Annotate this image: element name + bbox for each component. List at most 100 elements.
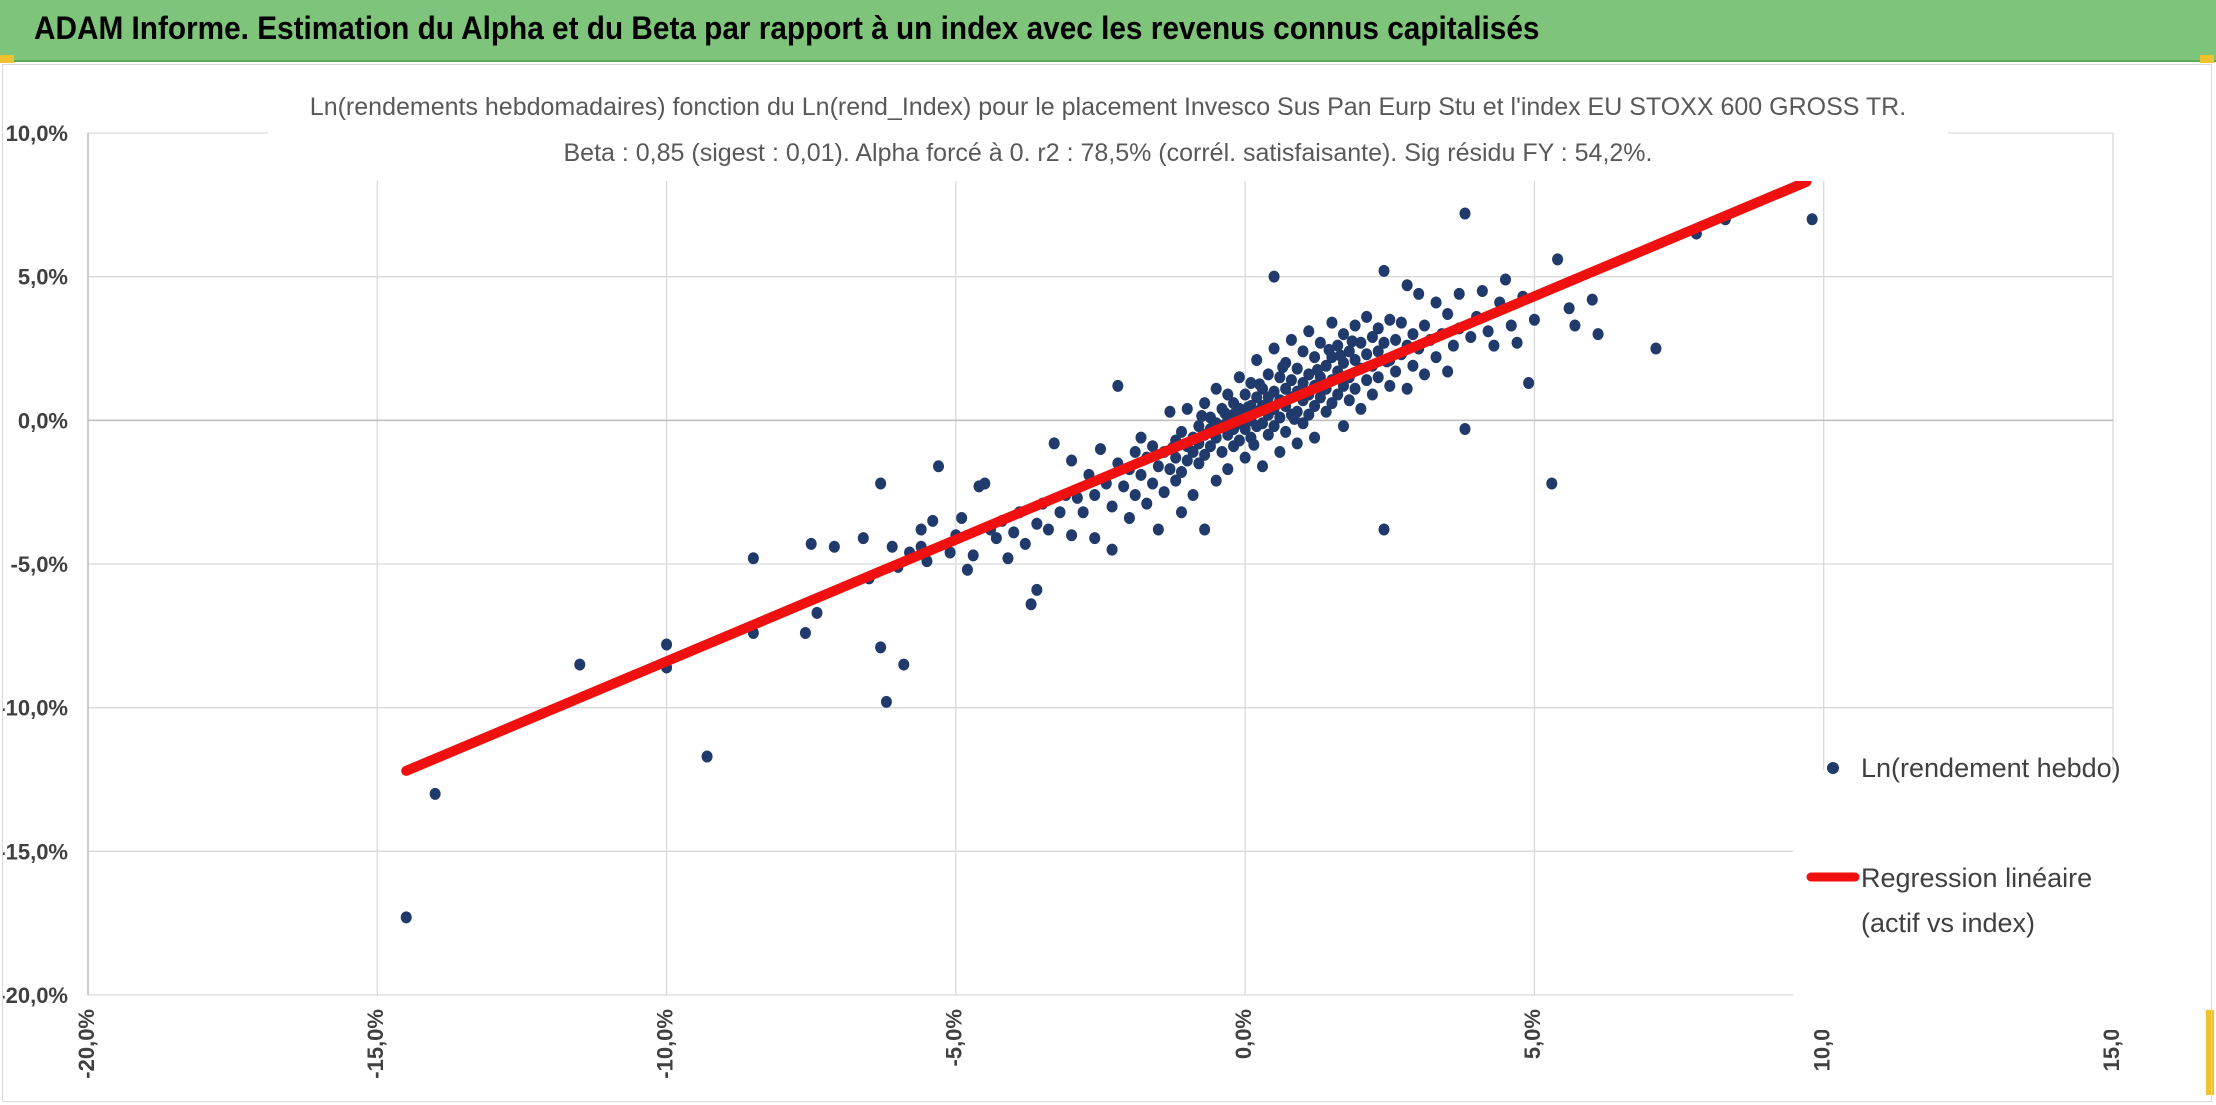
data-point bbox=[1129, 445, 1141, 458]
data-point bbox=[1430, 351, 1442, 364]
data-point bbox=[1048, 437, 1060, 450]
data-point bbox=[1268, 270, 1280, 283]
data-point bbox=[1280, 425, 1292, 438]
data-point bbox=[574, 658, 586, 671]
data-point bbox=[805, 537, 817, 550]
y-tick-label: -5,0% bbox=[11, 552, 68, 577]
legend-label-line: Regression linéaire bbox=[1861, 863, 2092, 893]
data-point bbox=[1413, 287, 1425, 300]
data-point bbox=[875, 641, 887, 654]
data-point bbox=[1135, 431, 1147, 444]
legend-label-scatter: Ln(rendement hebdo) bbox=[1861, 753, 2121, 783]
legend-marker-scatter bbox=[1827, 762, 1839, 774]
data-point bbox=[1233, 434, 1245, 447]
data-point bbox=[1089, 489, 1101, 502]
data-point bbox=[1335, 349, 1347, 362]
data-point bbox=[1372, 371, 1384, 384]
data-point bbox=[1288, 412, 1300, 425]
data-point bbox=[1442, 365, 1454, 378]
data-point bbox=[1476, 285, 1488, 298]
data-point bbox=[1355, 402, 1367, 415]
x-tick-label: 5,0% bbox=[1520, 1009, 1545, 1059]
data-point bbox=[1407, 328, 1419, 341]
data-point bbox=[1349, 353, 1361, 366]
data-point bbox=[1147, 477, 1159, 490]
y-tick-label: 0,0% bbox=[18, 408, 68, 433]
data-point bbox=[1511, 336, 1523, 349]
data-point bbox=[1245, 376, 1257, 389]
data-point bbox=[1332, 339, 1344, 352]
data-point bbox=[400, 911, 412, 924]
data-point bbox=[1248, 438, 1260, 451]
data-point bbox=[1199, 448, 1211, 461]
data-point bbox=[944, 546, 956, 559]
data-point bbox=[967, 549, 979, 562]
data-point bbox=[1152, 460, 1164, 473]
data-point bbox=[1297, 376, 1309, 389]
data-point bbox=[1303, 368, 1315, 381]
legend-backdrop bbox=[1793, 770, 2153, 1030]
data-point bbox=[1274, 371, 1286, 384]
data-point bbox=[1346, 335, 1358, 348]
x-tick-label: -15,0% bbox=[363, 1009, 388, 1079]
data-point bbox=[1419, 368, 1430, 381]
data-point bbox=[1361, 348, 1373, 361]
data-point bbox=[1806, 213, 1818, 226]
data-point bbox=[1193, 420, 1205, 433]
data-point bbox=[1303, 325, 1315, 338]
data-point bbox=[1311, 364, 1323, 377]
data-point bbox=[1181, 402, 1193, 415]
data-point bbox=[1291, 362, 1303, 375]
report-title: ADAM Informe. Estimation du Alpha et du … bbox=[34, 10, 1540, 46]
data-point bbox=[1390, 365, 1402, 378]
data-point bbox=[661, 638, 673, 651]
data-point bbox=[1384, 379, 1396, 392]
data-point bbox=[1323, 343, 1335, 356]
data-point bbox=[1332, 388, 1344, 401]
data-point bbox=[1349, 319, 1361, 332]
legend: Ln(rendement hebdo) Regression linéaire … bbox=[1793, 753, 2153, 1030]
data-point bbox=[701, 750, 713, 763]
data-point bbox=[1193, 457, 1205, 470]
chart-area: -20,0% -15,0% -10,0% -5,0% 0,0% 5,0% 10,0% 15,0… bbox=[2, 64, 2212, 1102]
data-point bbox=[1147, 440, 1159, 453]
data-point bbox=[1280, 382, 1292, 395]
data-point bbox=[1309, 431, 1321, 444]
data-point bbox=[1395, 316, 1407, 329]
data-point bbox=[1407, 359, 1419, 372]
data-point bbox=[857, 532, 869, 545]
data-point bbox=[1164, 463, 1176, 476]
data-point bbox=[1170, 451, 1182, 464]
data-point bbox=[1563, 302, 1575, 315]
data-point bbox=[1384, 313, 1396, 326]
data-point bbox=[1210, 474, 1222, 487]
data-point bbox=[961, 563, 973, 576]
data-point bbox=[1274, 411, 1286, 424]
axes: -20,0% -15,0% -10,0% -5,0% 0,0% 5,0% 10,0% 15,0… bbox=[3, 121, 2124, 1079]
data-point bbox=[1401, 279, 1413, 292]
data-point bbox=[1222, 388, 1234, 401]
corner-marker-bottom-right bbox=[2206, 1010, 2214, 1095]
data-point bbox=[956, 512, 968, 525]
data-point bbox=[1343, 345, 1355, 358]
corner-marker-left bbox=[0, 55, 14, 63]
data-point bbox=[1523, 376, 1535, 389]
data-point bbox=[1118, 480, 1130, 493]
data-point bbox=[1419, 319, 1430, 332]
data-point bbox=[1447, 339, 1459, 352]
data-point bbox=[1320, 405, 1332, 418]
x-tick-label: -10,0% bbox=[652, 1009, 677, 1079]
corner-marker-right bbox=[2200, 55, 2214, 63]
data-point bbox=[1042, 523, 1054, 536]
data-point bbox=[1569, 319, 1581, 332]
data-point bbox=[1390, 333, 1402, 346]
data-point bbox=[933, 460, 944, 473]
x-tick-label: -5,0% bbox=[942, 1009, 967, 1066]
data-point bbox=[1430, 296, 1442, 309]
data-point bbox=[1002, 552, 1014, 565]
data-point bbox=[1361, 310, 1373, 323]
data-point bbox=[1277, 361, 1289, 374]
data-point bbox=[1309, 351, 1321, 364]
title-backdrop bbox=[268, 73, 1948, 181]
data-point bbox=[1372, 322, 1384, 335]
